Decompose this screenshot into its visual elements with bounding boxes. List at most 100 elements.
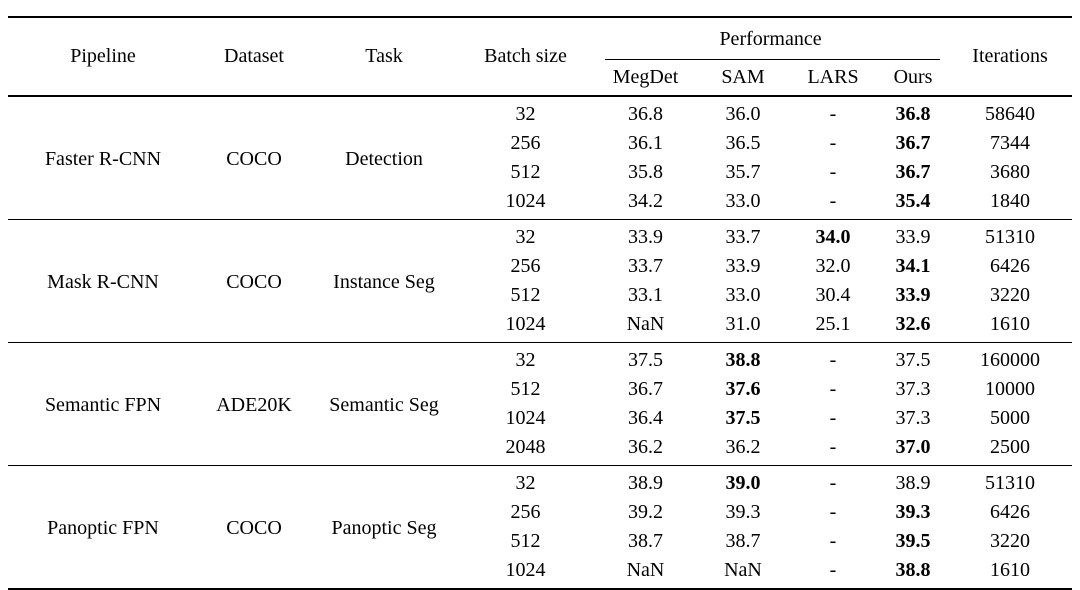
cell-sam: 33.9 — [725, 255, 761, 277]
col-header-ours: Ours — [893, 66, 933, 88]
cell-lars: 25.1 — [815, 313, 851, 335]
cell-sam: 38.8 — [725, 349, 761, 371]
cell-megdet: 33.7 — [628, 255, 663, 277]
cell-lars: - — [829, 559, 837, 581]
cell-pipeline: Faster R-CNN — [44, 148, 162, 170]
cell-ours: 38.8 — [895, 559, 931, 581]
cell-megdet: NaN — [626, 559, 665, 581]
cell-sam: 37.6 — [725, 378, 761, 400]
cell-lars: - — [829, 378, 837, 400]
cell-batch-size: 512 — [510, 378, 541, 400]
cell-pipeline: Panoptic FPN — [47, 517, 159, 539]
cell-batch-size: 512 — [510, 530, 541, 552]
cell-iterations: 2500 — [990, 436, 1031, 458]
cell-megdet: 35.8 — [628, 161, 663, 183]
cell-megdet: 38.9 — [628, 472, 663, 494]
cell-batch-size: 32 — [515, 226, 536, 248]
cell-batch-size: 1024 — [505, 407, 546, 429]
cell-ours: 39.3 — [895, 501, 931, 523]
col-header-sam: SAM — [721, 66, 765, 88]
cell-dataset: COCO — [226, 271, 282, 293]
cell-megdet: 33.1 — [628, 284, 663, 306]
table-header: Pipeline Dataset Task Batch size Perform… — [8, 17, 1073, 96]
cell-ours: 37.3 — [895, 407, 931, 429]
cell-dataset: ADE20K — [216, 394, 292, 416]
col-header-pipeline: Pipeline — [70, 45, 136, 67]
cell-iterations: 6426 — [990, 255, 1031, 277]
cell-lars: - — [829, 407, 837, 429]
cell-ours: 36.7 — [895, 132, 931, 154]
cell-lars: - — [829, 501, 837, 523]
cell-sam: 33.0 — [725, 284, 761, 306]
cell-lars: - — [829, 472, 837, 494]
table-row: 512 36.7 37.6 - 37.3 10000 — [8, 375, 1072, 404]
table-row: 256 33.7 33.9 32.0 34.1 6426 — [8, 252, 1072, 281]
cell-iterations: 58640 — [985, 103, 1036, 125]
cell-ours: 36.7 — [895, 161, 931, 183]
cell-megdet: 36.7 — [628, 378, 663, 400]
cell-dataset: COCO — [226, 517, 282, 539]
cell-lars: - — [829, 530, 837, 552]
cell-iterations: 51310 — [985, 472, 1036, 494]
cell-ours: 33.9 — [895, 226, 931, 248]
cell-batch-size: 1024 — [505, 313, 546, 335]
cell-megdet: NaN — [626, 313, 665, 335]
cell-batch-size: 32 — [515, 472, 536, 494]
cell-sam: 37.5 — [725, 407, 761, 429]
col-header-performance: Performance — [593, 17, 948, 60]
cell-ours: 37.0 — [895, 436, 931, 458]
cell-pipeline: Mask R-CNN — [47, 271, 159, 293]
table-row: 2048 36.2 36.2 - 37.0 2500 — [8, 433, 1072, 466]
cell-ours: 32.6 — [895, 313, 931, 335]
cell-iterations: 7344 — [990, 132, 1031, 154]
cell-pipeline: Semantic FPN — [44, 394, 162, 416]
table-row: 512 33.1 33.0 30.4 33.9 3220 — [8, 281, 1072, 310]
cell-iterations: 1610 — [990, 313, 1031, 335]
cell-task: Semantic Seg — [329, 394, 439, 416]
cell-megdet: 39.2 — [628, 501, 663, 523]
cell-iterations: 3680 — [990, 161, 1031, 183]
cell-sam: 31.0 — [725, 313, 761, 335]
table-row: Semantic FPN ADE20K Semantic Seg 32 37.5… — [8, 343, 1072, 416]
cell-lars: - — [829, 103, 837, 125]
cell-lars: 34.0 — [815, 226, 851, 248]
col-header-megdet: MegDet — [612, 66, 679, 88]
table-row: Faster R-CNN COCO Detection 32 36.8 36.0… — [8, 96, 1072, 170]
cell-megdet: 34.2 — [628, 190, 663, 212]
cell-task: Instance Seg — [333, 271, 435, 293]
cell-sam: 33.7 — [725, 226, 761, 248]
cell-ours: 33.9 — [895, 284, 931, 306]
cell-sam: 36.5 — [725, 132, 761, 154]
cell-ours: 34.1 — [895, 255, 931, 277]
table-row: 1024 NaN 31.0 25.1 32.6 1610 — [8, 310, 1072, 343]
table-block-semantic-fpn: Semantic FPN ADE20K Semantic Seg 32 37.5… — [8, 342, 1073, 466]
cell-megdet: 36.4 — [628, 407, 663, 429]
cell-lars: - — [829, 190, 837, 212]
col-header-lars: LARS — [807, 66, 859, 88]
cell-batch-size: 256 — [510, 132, 541, 154]
cell-iterations: 1610 — [990, 559, 1031, 581]
cell-iterations: 5000 — [990, 407, 1031, 429]
results-table: Pipeline Dataset Task Batch size Perform… — [8, 16, 1073, 590]
cell-batch-size: 32 — [515, 349, 536, 371]
cell-batch-size: 32 — [515, 103, 536, 125]
table-row: 512 35.8 35.7 - 36.7 3680 — [8, 158, 1072, 187]
cell-megdet: 33.9 — [628, 226, 663, 248]
cell-iterations: 160000 — [980, 349, 1041, 371]
cell-ours: 39.5 — [895, 530, 931, 552]
cell-lars: - — [829, 349, 837, 371]
cell-batch-size: 256 — [510, 255, 541, 277]
cell-iterations: 3220 — [990, 530, 1031, 552]
table-row: 256 36.1 36.5 - 36.7 7344 — [8, 129, 1072, 158]
cell-dataset: COCO — [226, 148, 282, 170]
cell-sam: 36.0 — [725, 103, 761, 125]
col-header-task: Task — [365, 45, 403, 67]
cell-sam: 33.0 — [725, 190, 761, 212]
results-table-container: Pipeline Dataset Task Batch size Perform… — [8, 16, 1073, 590]
cell-batch-size: 512 — [510, 284, 541, 306]
cell-ours: 36.8 — [895, 103, 931, 125]
table-block-faster-rcnn: Faster R-CNN COCO Detection 32 36.8 36.0… — [8, 96, 1072, 220]
cell-sam: NaN — [724, 559, 762, 581]
cell-lars: - — [829, 436, 837, 458]
cell-lars: - — [829, 161, 837, 183]
